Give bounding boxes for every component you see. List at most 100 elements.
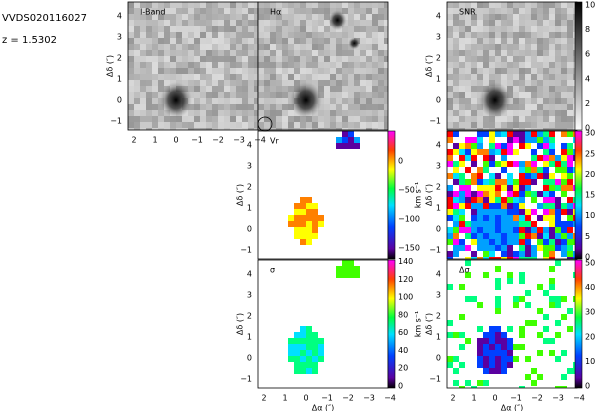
pixel bbox=[453, 8, 459, 14]
pixel bbox=[140, 62, 146, 68]
pixel bbox=[128, 38, 134, 44]
pixel bbox=[300, 197, 306, 203]
pixel bbox=[447, 8, 453, 14]
pixel bbox=[495, 161, 501, 167]
pixel bbox=[543, 239, 549, 245]
pixel bbox=[513, 185, 519, 191]
pixel bbox=[164, 56, 170, 62]
pixel bbox=[288, 80, 294, 86]
pixel bbox=[525, 143, 531, 149]
pixel bbox=[264, 104, 270, 110]
pixel bbox=[378, 104, 384, 110]
pixel bbox=[176, 14, 182, 20]
image bbox=[447, 2, 577, 130]
pixel bbox=[324, 14, 330, 20]
pixel bbox=[495, 44, 501, 50]
pixel bbox=[477, 167, 483, 173]
colorbar-tick-label: 4 bbox=[585, 74, 590, 83]
pixel bbox=[459, 215, 465, 221]
pixel bbox=[152, 50, 158, 56]
pixel bbox=[507, 68, 513, 74]
pixel bbox=[182, 116, 188, 122]
pixel bbox=[248, 74, 254, 80]
pixel bbox=[567, 239, 573, 245]
pixel bbox=[360, 116, 366, 122]
pixel bbox=[128, 50, 134, 56]
pixel bbox=[342, 26, 348, 32]
pixel bbox=[507, 131, 513, 137]
pixel bbox=[170, 32, 176, 38]
pixel bbox=[366, 116, 372, 122]
pixel bbox=[555, 239, 561, 245]
pixel bbox=[453, 203, 459, 209]
pixel bbox=[254, 32, 258, 38]
pixel bbox=[525, 20, 531, 26]
pixel bbox=[513, 86, 519, 92]
pixel bbox=[507, 272, 513, 278]
pixel bbox=[561, 179, 567, 185]
pixel bbox=[218, 38, 224, 44]
pixel bbox=[194, 8, 200, 14]
pixel bbox=[200, 122, 206, 128]
pixel bbox=[519, 272, 525, 278]
colorbar bbox=[387, 259, 396, 389]
pixel bbox=[360, 62, 366, 68]
pixel bbox=[537, 26, 543, 32]
pixel bbox=[549, 143, 555, 149]
pixel bbox=[519, 278, 525, 284]
pixel bbox=[471, 26, 477, 32]
pixel bbox=[531, 179, 537, 185]
pixel bbox=[453, 32, 459, 38]
pixel bbox=[501, 32, 507, 38]
pixel bbox=[489, 2, 495, 8]
pixel bbox=[531, 128, 537, 130]
pixel bbox=[489, 362, 495, 368]
pixel bbox=[459, 38, 465, 44]
pixel bbox=[348, 104, 354, 110]
pixel bbox=[549, 197, 555, 203]
pixel bbox=[507, 116, 513, 122]
pixel bbox=[567, 86, 573, 92]
pixel bbox=[134, 44, 140, 50]
pixel bbox=[372, 20, 378, 26]
pixel bbox=[555, 20, 561, 26]
pixel bbox=[152, 128, 158, 130]
pixel bbox=[543, 215, 549, 221]
pixel bbox=[501, 368, 507, 374]
pixel bbox=[531, 227, 537, 233]
pixel bbox=[218, 8, 224, 14]
pixel bbox=[164, 128, 170, 130]
pixel bbox=[555, 209, 561, 215]
pixel bbox=[324, 20, 330, 26]
pixel bbox=[134, 14, 140, 20]
pixel bbox=[170, 68, 176, 74]
pixel bbox=[501, 251, 507, 257]
pixel bbox=[519, 203, 525, 209]
pixel bbox=[567, 122, 573, 128]
pixel bbox=[483, 338, 489, 344]
pixel bbox=[306, 350, 312, 356]
pixel bbox=[330, 104, 336, 110]
pixel bbox=[549, 257, 555, 259]
pixel bbox=[489, 173, 495, 179]
pixel bbox=[212, 44, 218, 50]
colorbar-tick-label: −100 bbox=[398, 215, 420, 224]
x-tick-label: −4 bbox=[573, 394, 585, 403]
pixel bbox=[489, 143, 495, 149]
pixel bbox=[360, 56, 366, 62]
pixel bbox=[471, 251, 477, 257]
pixel bbox=[447, 203, 453, 209]
pixel bbox=[264, 20, 270, 26]
pixel bbox=[354, 50, 360, 56]
pixel bbox=[336, 38, 342, 44]
pixel bbox=[549, 8, 555, 14]
pixel bbox=[312, 74, 318, 80]
pixel bbox=[537, 86, 543, 92]
pixel bbox=[318, 221, 324, 227]
pixel bbox=[146, 2, 152, 8]
pixel bbox=[543, 143, 549, 149]
pixel bbox=[501, 2, 507, 8]
pixel bbox=[354, 266, 360, 272]
pixel bbox=[447, 284, 453, 290]
pixel bbox=[483, 8, 489, 14]
